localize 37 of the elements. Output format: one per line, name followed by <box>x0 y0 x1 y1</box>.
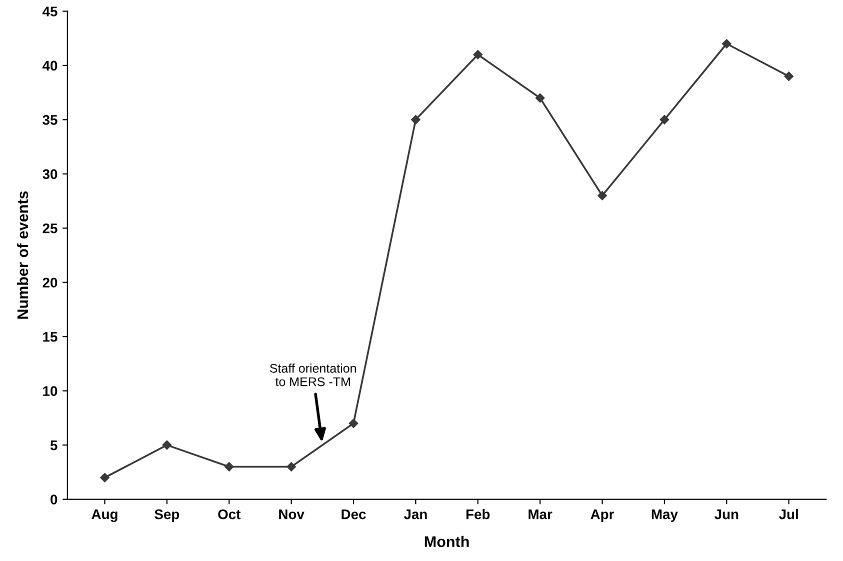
y-tick-label: 25 <box>42 223 58 234</box>
x-tick-label: Sep <box>154 509 180 522</box>
point <box>598 190 607 200</box>
y-tick-label: 15 <box>43 332 58 342</box>
point <box>411 115 420 124</box>
y-tick-label: 35 <box>42 115 58 125</box>
point <box>473 50 483 60</box>
x-axis-title: Month <box>424 536 469 548</box>
point <box>224 462 234 472</box>
x-tick-label: May <box>652 510 678 522</box>
x-tick-label: Jul <box>779 509 798 520</box>
x-tick-label: Aug <box>92 509 118 522</box>
x-tick-label: Feb <box>466 509 490 520</box>
y-tick-label: 0 <box>50 494 58 504</box>
point <box>348 418 358 428</box>
y-tick-label: 5 <box>50 440 58 450</box>
annotation: Staff orientation to MERS -TM <box>270 364 356 386</box>
point <box>100 472 110 482</box>
y-tick-label: 45 <box>42 6 58 16</box>
point <box>286 462 296 472</box>
x-tick-label: Oct <box>218 509 241 520</box>
x-tick-label: Dec <box>342 510 366 520</box>
y-tick-label: 40 <box>42 60 58 71</box>
y-axis-title: Number of events <box>16 191 28 319</box>
x-tick-label: Apr <box>590 510 614 522</box>
x-tick-label: Mar <box>528 510 552 520</box>
point <box>535 93 545 103</box>
y-tick-label: 20 <box>42 278 58 288</box>
x-tick-label: Jun <box>714 510 738 520</box>
y-tick-label: 30 <box>42 169 58 180</box>
y-tick-label: 10 <box>43 386 58 396</box>
point <box>722 39 732 48</box>
point <box>660 115 670 124</box>
x-tick-label: Nov <box>279 510 304 520</box>
x-tick-label: Jan <box>404 510 427 520</box>
point <box>784 72 794 81</box>
point <box>162 440 172 450</box>
